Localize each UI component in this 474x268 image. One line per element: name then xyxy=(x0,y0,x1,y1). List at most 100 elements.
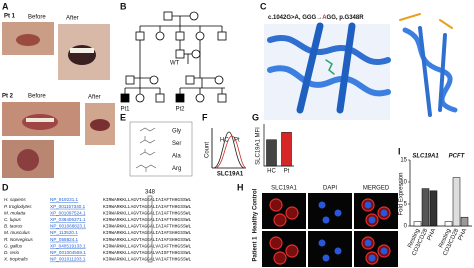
patient-label: Pt1 xyxy=(120,107,130,113)
species: B. taurus xyxy=(4,224,23,229)
amino-acid-structures xyxy=(135,127,157,172)
cell-membrane xyxy=(285,244,299,258)
position-label: 348 xyxy=(145,190,156,196)
pedigree xyxy=(120,11,227,103)
nucleus xyxy=(364,239,372,247)
panel-label: D xyxy=(2,182,9,192)
group-title: SLC19A1 xyxy=(412,154,439,160)
sequence: KIRWARKKLLAGVTAGGALVAISFTHHGSSWL xyxy=(103,250,191,256)
amino-acid-label: Arg xyxy=(172,166,181,172)
bar xyxy=(429,190,438,227)
amino-acid-label: Gly xyxy=(172,129,181,135)
sequence: KIRWARKKLLAGVTAGGALIAIAFTHHGSSWL xyxy=(103,224,191,230)
nucleus xyxy=(322,216,330,224)
sequence: KIRWARKKLLAGVTAGGALIAIAFTHHGSSWL xyxy=(103,217,191,223)
group-title: PCFT xyxy=(449,154,466,160)
sequence: KIRWARKKLLAGVTAGGALIAIAFSHHGSSWL xyxy=(103,237,191,243)
nucleus xyxy=(334,209,342,217)
patient-label: Pt 1 xyxy=(4,14,16,20)
accession: NP_001068823.1 xyxy=(50,224,86,229)
after-label: After xyxy=(66,16,79,22)
x-tick-label: Pt xyxy=(284,169,290,175)
y-tick-label: 0 xyxy=(404,224,408,230)
column-title: DAPI xyxy=(323,186,337,192)
nucleus xyxy=(318,201,326,209)
sequence: KIRWARKKLLAGVTAGGALVAIAFTHHGSSWL xyxy=(103,243,191,249)
sequence: KIRWARKKLLAGVTAGGALIAIAFTHHGSSWL xyxy=(103,197,191,203)
species: P. troglodytes xyxy=(4,204,32,209)
species: X. tropicalis xyxy=(3,257,28,262)
accession: XP_001097524.1 xyxy=(50,210,86,215)
accession: NP_919231.1 xyxy=(50,197,79,202)
micrograph xyxy=(308,231,352,267)
nucleus xyxy=(380,247,388,255)
y-axis-label: Fold Expression xyxy=(399,172,405,215)
bar xyxy=(281,132,292,167)
bar xyxy=(413,221,422,227)
column-title: SLC19A1 xyxy=(271,186,297,192)
accession: XP_001157340.1 xyxy=(50,204,86,209)
bar xyxy=(452,177,461,227)
nucleus xyxy=(380,209,388,217)
panel-label: G xyxy=(252,112,259,122)
accession: NP_058824.1 xyxy=(50,237,79,242)
highlight-column xyxy=(147,195,153,263)
panel-label: F xyxy=(202,112,208,122)
species: C. lupus xyxy=(4,217,22,222)
histogram xyxy=(211,128,247,169)
patient-label: Pt2 xyxy=(175,107,185,113)
x-tick-label: PHA xyxy=(427,228,438,242)
nucleus xyxy=(334,247,342,255)
y-tick-label: 10 xyxy=(400,180,407,186)
column-title: MERGED xyxy=(363,186,390,192)
mutation-text: c.1042G>A, GGG→ xyxy=(268,15,322,21)
genotype-label: WT xyxy=(170,61,180,67)
x-tick-label: PHA xyxy=(458,228,469,242)
amino-acid-label: Ser xyxy=(172,141,181,147)
mutation-text: GG, p.G348R xyxy=(327,15,365,21)
bar xyxy=(444,221,453,227)
y-tick-label: 15 xyxy=(400,158,407,164)
sequence: KIRWARKKLLAGVTAGGALIAIAFTHHGSSWL xyxy=(103,204,191,210)
before-label: Before xyxy=(28,94,46,100)
cell-membrane xyxy=(273,213,287,227)
before-label: Before xyxy=(28,15,46,21)
species: R. Norvegicus xyxy=(4,237,34,242)
axis xyxy=(409,160,472,227)
nucleus xyxy=(318,239,326,247)
amino-acid-box xyxy=(129,121,193,177)
accession: NP_113520.1 xyxy=(50,230,78,235)
sequence: KIRWARKKLLAGVTAGGALIAIAFTHHGSSWL xyxy=(103,210,191,216)
accession: NP_001011203.1 xyxy=(50,257,86,262)
nucleus xyxy=(368,254,376,262)
panel-label: C xyxy=(260,1,267,11)
after-label: After xyxy=(88,95,101,101)
row-label: Patient 1 xyxy=(253,236,259,262)
nucleus xyxy=(364,201,372,209)
nucleus xyxy=(368,216,376,224)
bar xyxy=(421,188,430,227)
mutation-base: A xyxy=(322,15,327,21)
micrograph xyxy=(308,193,352,229)
panel-label: E xyxy=(120,112,126,122)
bar xyxy=(266,139,277,167)
panel-label: I xyxy=(398,146,401,156)
legend-label: HC xyxy=(220,138,229,144)
panel-label: H xyxy=(237,182,244,192)
accession: XP_038406371.1 xyxy=(50,217,86,222)
alignment: H. sapiens NP_919231.1 KIRWARKKLLAGVTAGGAL… xyxy=(3,197,191,262)
sequence: KIRWARKKLLAGVTAGGALIAIAFSHHGSSWL xyxy=(103,230,191,236)
species: D. rerio xyxy=(4,250,20,255)
y-axis-label: Count xyxy=(205,142,211,158)
cell-membrane xyxy=(269,236,283,250)
accession: NP_001004559.1 xyxy=(50,250,86,255)
cell-membrane xyxy=(269,198,283,212)
sequence: KIRWARKKLLAGVTAGGALVAIAFTHHGSSWL xyxy=(103,257,191,263)
cell-membrane xyxy=(273,251,287,265)
patient-label: Pt 2 xyxy=(2,94,14,100)
legend-label: Pt xyxy=(234,138,240,144)
bar xyxy=(460,216,469,227)
mutation-label: c.1042G>A, GGG→AGG, p.G348R xyxy=(268,15,364,21)
y-axis-label: SLC19A1 MFI xyxy=(256,127,262,165)
